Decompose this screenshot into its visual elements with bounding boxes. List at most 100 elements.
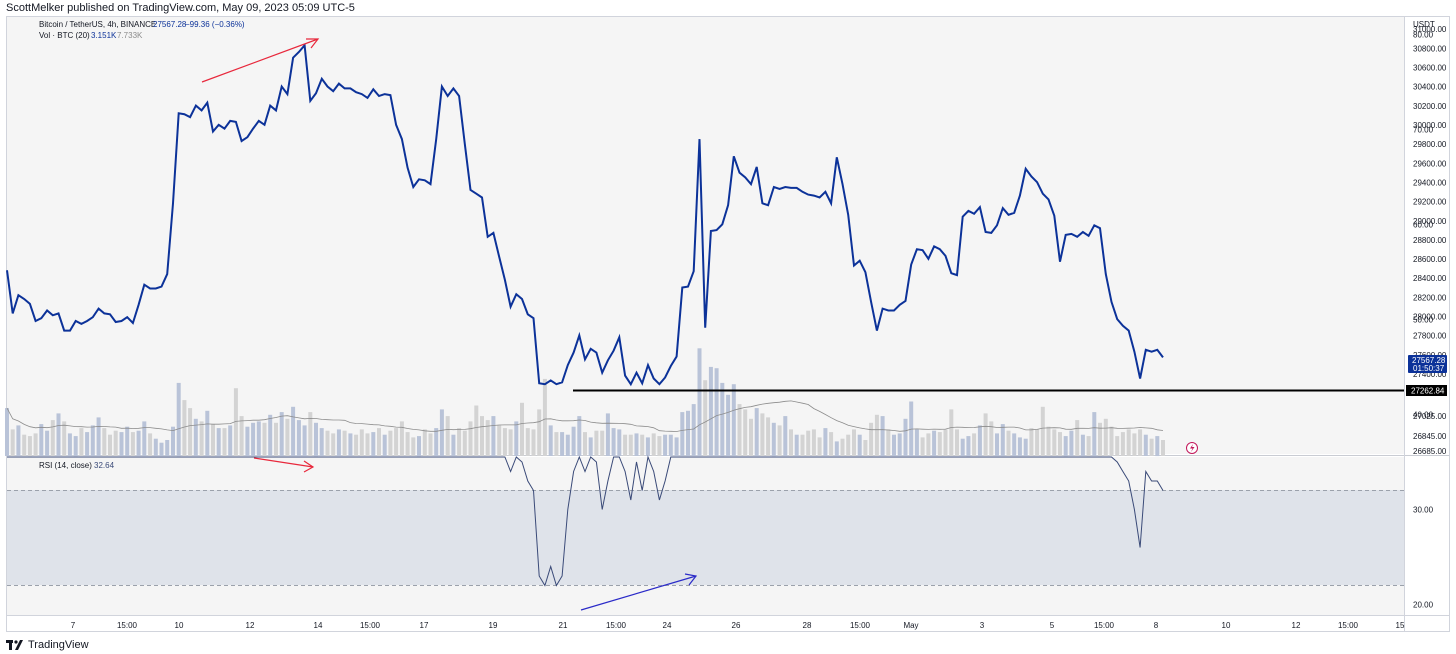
price-tick-label: 29200.00 <box>1413 198 1447 207</box>
volume-bar <box>222 428 227 456</box>
volume-bar <box>1155 436 1160 457</box>
volume-bar <box>840 438 845 456</box>
volume-bar <box>239 416 244 456</box>
volume-bar <box>1023 438 1028 456</box>
volume-bar <box>233 388 238 456</box>
volume-bar <box>680 412 685 456</box>
price-tick-label: 28000.00 <box>1413 313 1447 322</box>
time-tick-label: May <box>903 621 918 630</box>
volume-bar <box>182 400 187 456</box>
footer-brand[interactable]: TradingView <box>6 637 89 653</box>
volume-bar <box>1017 437 1022 456</box>
time-tick-label: 14 <box>314 621 323 630</box>
volume-bar <box>1058 432 1062 456</box>
volume-bar <box>834 441 839 456</box>
volume-bar <box>583 432 587 456</box>
lightning-icon[interactable] <box>1186 442 1198 454</box>
volume-bar <box>480 416 484 456</box>
time-tick-label: 26 <box>732 621 741 630</box>
price-tick-label: 28800.00 <box>1413 236 1447 245</box>
volume-bar <box>348 433 353 456</box>
volume-bar <box>1075 420 1080 456</box>
volume-bar <box>823 428 828 456</box>
volume-bar <box>623 434 628 456</box>
countdown-label: 01:50:37 <box>1413 364 1445 373</box>
volume-bar <box>451 434 456 456</box>
volume-bar <box>1035 429 1040 456</box>
price-line <box>6 42 1164 387</box>
volume-bar <box>399 421 404 456</box>
volume-bar <box>977 425 982 456</box>
rsi-axis-ticks: 80.00 70.00 60.00 50.00 40.00 30.00 20.00 <box>1413 31 1434 610</box>
time-tick-label: 15:00 <box>117 621 138 630</box>
volume-bar <box>73 436 78 457</box>
volume-bar <box>897 433 902 456</box>
volume-bar <box>205 410 210 456</box>
volume-bar <box>331 433 336 456</box>
volume-bar <box>697 348 702 456</box>
volume-bar <box>1115 436 1120 457</box>
volume-bar <box>417 436 421 457</box>
time-tick-label: 17 <box>420 621 429 630</box>
volume-bar <box>148 433 153 456</box>
volume-bar <box>159 442 164 456</box>
time-axis-ticks: 7 15:00 10 12 14 15:00 17 19 21 15:00 24 26 28 15:00 M… <box>71 621 1405 630</box>
volume-bar <box>439 409 444 456</box>
last-price-label: 27567.28 <box>1412 356 1446 365</box>
volume-bar <box>789 429 793 456</box>
volume-bar <box>171 426 175 456</box>
volume-bar <box>16 425 21 456</box>
volume-bar <box>914 429 919 456</box>
volume-bar <box>33 433 38 456</box>
volume-bar <box>79 428 84 456</box>
volume-bar <box>394 428 399 456</box>
rsi-tick-label: 20.00 <box>1413 601 1434 610</box>
volume-bar <box>651 433 656 456</box>
volume-bar <box>1080 434 1085 456</box>
volume-bar <box>577 416 582 456</box>
volume-bar <box>491 416 496 456</box>
volume-bar <box>857 434 862 456</box>
volume-bar <box>1126 429 1131 456</box>
volume-bar <box>668 434 673 456</box>
volume-bar <box>760 413 765 456</box>
volume-bar <box>1000 424 1005 456</box>
volume-bar <box>1109 426 1114 456</box>
volume-bar <box>1040 406 1045 456</box>
volume-bar <box>674 437 679 456</box>
time-tick-label: 7 <box>71 621 76 630</box>
volume-bar <box>296 420 301 456</box>
volume-bar <box>634 433 639 456</box>
volume-bar <box>354 434 359 456</box>
support-price-label: 27262.84 <box>1411 387 1445 396</box>
rsi-bullish-divergence-arrow <box>580 573 698 611</box>
volume-bar <box>188 408 193 456</box>
volume-bar <box>743 409 748 456</box>
volume-bar <box>617 429 622 456</box>
volume-bar <box>508 429 513 456</box>
volume-bar <box>605 413 610 456</box>
volume-bar <box>886 429 891 456</box>
volume-bar <box>1086 436 1091 457</box>
volume-bar <box>960 438 965 456</box>
volume-bar <box>777 425 782 456</box>
volume-bar <box>5 408 9 456</box>
price-tick-label: 31000.00 <box>1413 25 1447 34</box>
volume-bar <box>125 426 130 456</box>
volume-bar <box>691 404 696 456</box>
volume-bar <box>989 421 994 456</box>
volume-bar <box>1098 422 1102 457</box>
volume-bar <box>852 429 856 456</box>
volume-ma-line <box>6 400 1164 432</box>
rsi-bearish-divergence-arrow <box>253 457 315 473</box>
legend-rsi-label: RSI (14, close) <box>39 461 92 470</box>
support-price-tag <box>1406 385 1447 396</box>
volume-bar <box>434 428 439 456</box>
volume-bar <box>336 429 341 456</box>
volume-bar <box>388 430 393 456</box>
volume-bar <box>937 432 942 456</box>
volume-bar <box>754 408 759 456</box>
volume-bar <box>537 409 542 456</box>
time-tick-label: 10 <box>175 621 184 630</box>
